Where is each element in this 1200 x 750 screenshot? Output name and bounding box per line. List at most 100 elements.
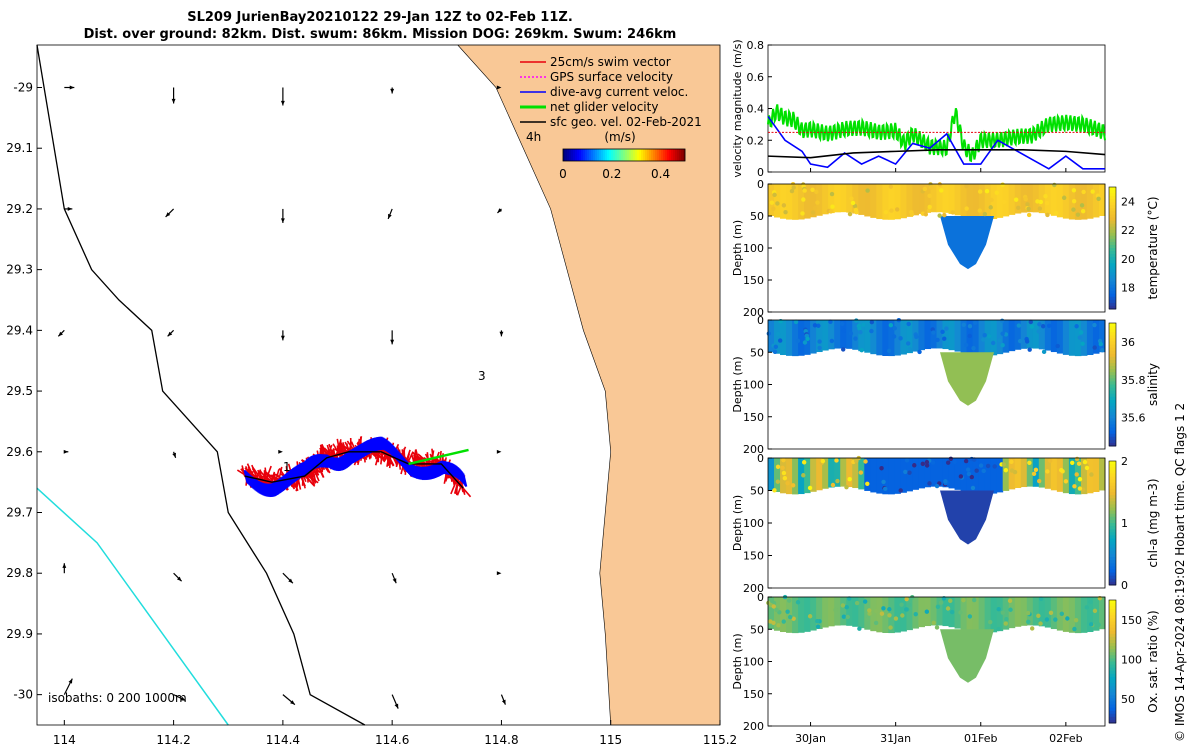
section-data-point (972, 457, 977, 462)
colorbar-swatch (647, 149, 650, 161)
map-panel (36, 44, 721, 726)
section-colorbar-swatch (1109, 538, 1116, 543)
current-vector (427, 465, 433, 480)
section-colorbar-swatch (1109, 375, 1116, 379)
coastline-isobath-0 (457, 44, 612, 726)
section-ytick-label: 200 (743, 582, 764, 595)
section-cell (996, 597, 1004, 632)
section-cell (942, 458, 950, 488)
section-data-point (1003, 332, 1009, 337)
section-colorbar-swatch (1109, 196, 1116, 200)
section-cell (972, 320, 980, 356)
colorbar-swatch (679, 149, 682, 161)
section-cell (1038, 320, 1046, 350)
section-data-point (1082, 459, 1088, 465)
section-colorbar-label: Ox. sat. ratio (%) (1146, 610, 1160, 712)
section-data-point (807, 485, 813, 491)
current-vector (299, 463, 305, 477)
section-data-point (931, 620, 936, 626)
colorbar-swatch (601, 149, 604, 161)
section-cell (900, 458, 907, 493)
colorbar-swatch (667, 149, 670, 161)
section-data-point (801, 460, 807, 465)
section-data-point (982, 211, 988, 217)
section-data-point (801, 473, 806, 478)
section-colorbar-swatch (1109, 630, 1116, 635)
section-cell (852, 184, 859, 214)
land-area (457, 45, 720, 725)
map-xtick-label: 114.6 (375, 733, 409, 747)
colorbar-swatch (609, 149, 612, 161)
section-ytick-label: 0 (757, 314, 764, 327)
map-ytick-label: 29.7 (6, 506, 33, 520)
section-colorbar-tick: 100 (1121, 654, 1142, 667)
section-colorbar-swatch (1109, 329, 1116, 333)
section-data-point (787, 614, 793, 620)
section-cell (780, 184, 787, 219)
current-vector (370, 438, 376, 452)
geo-velocity-arrowhead (394, 703, 399, 709)
current-vector (428, 465, 434, 480)
section-cell (1014, 320, 1022, 350)
section-cell (882, 320, 889, 356)
section-data-point (849, 196, 854, 201)
section-data-point (1004, 616, 1009, 622)
section-data-point (782, 475, 788, 481)
section-data-point (1027, 347, 1032, 352)
section-data-point (848, 331, 854, 336)
section-data-point (1003, 467, 1009, 473)
section-data-point (1017, 338, 1023, 344)
section-data-point (1000, 331, 1005, 336)
section-cell (852, 320, 859, 350)
section-data-point (1048, 458, 1053, 463)
section-colorbar-swatch (1109, 257, 1116, 261)
colorbar-swatch (587, 149, 590, 161)
section-colorbar-swatch (1109, 323, 1116, 327)
section-cell (1056, 458, 1064, 492)
section-data-point (891, 334, 897, 339)
section-cell (798, 320, 805, 356)
section-data-point (994, 190, 999, 195)
section-colorbar-swatch (1109, 350, 1116, 355)
colorbar-swatch (683, 149, 686, 161)
section-cell (798, 597, 805, 633)
section-cell (1086, 184, 1094, 219)
section-cell (936, 320, 944, 349)
section-colorbar-swatch (1109, 686, 1116, 690)
section-colorbar-swatch (1109, 581, 1116, 586)
colorbar-swatch (585, 149, 588, 161)
section-cell (1044, 184, 1052, 215)
section-colorbar-swatch (1109, 390, 1116, 395)
section-colorbar-tick: 50 (1121, 693, 1135, 706)
section-cell (828, 184, 835, 214)
geo-velocity-arrowhead (390, 339, 395, 345)
section-ytick-label: 200 (743, 443, 764, 456)
colorbar-swatch (645, 149, 648, 161)
current-vector (361, 442, 367, 457)
geo-velocity-arrowhead (280, 335, 285, 341)
section-data-point (816, 323, 821, 328)
section-cell (792, 320, 799, 357)
section-data-point (783, 209, 788, 215)
section-colorbar-tick: 0 (1121, 579, 1128, 592)
section-cell (876, 184, 883, 220)
geo-velocity-arrowhead (180, 696, 186, 701)
section-colorbar-swatch (1109, 606, 1116, 610)
section-cell (1080, 597, 1088, 633)
section-cell (1062, 458, 1070, 494)
section-colorbar-swatch (1109, 275, 1116, 279)
colorbar-swatch (599, 149, 602, 161)
section-data-point (850, 200, 856, 206)
section-cell (1092, 320, 1100, 354)
section-data-point (967, 324, 973, 329)
section-data-point (1053, 617, 1058, 622)
section-colorbar-swatch (1109, 529, 1116, 533)
section-data-point (961, 322, 966, 327)
section-data-point (1038, 596, 1044, 602)
section-cell (810, 597, 817, 631)
section-data-point (800, 211, 805, 216)
section-cell (1068, 458, 1076, 495)
section-data-point (814, 189, 819, 194)
section-data-point (1000, 182, 1005, 187)
current-vector (419, 466, 425, 481)
